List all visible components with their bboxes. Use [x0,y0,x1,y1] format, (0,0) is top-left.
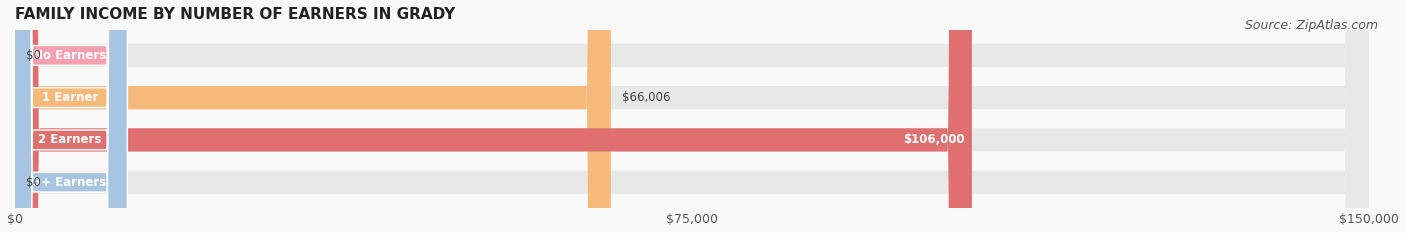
Text: $66,006: $66,006 [621,91,671,104]
Text: No Earners: No Earners [34,49,107,62]
FancyBboxPatch shape [15,0,610,233]
FancyBboxPatch shape [13,0,128,233]
FancyBboxPatch shape [15,0,972,233]
FancyBboxPatch shape [13,0,128,233]
Text: 2 Earners: 2 Earners [38,134,101,146]
FancyBboxPatch shape [15,0,1369,233]
FancyBboxPatch shape [13,0,128,233]
Text: 3+ Earners: 3+ Earners [34,176,107,189]
Text: FAMILY INCOME BY NUMBER OF EARNERS IN GRADY: FAMILY INCOME BY NUMBER OF EARNERS IN GR… [15,7,456,22]
Text: Source: ZipAtlas.com: Source: ZipAtlas.com [1244,19,1378,32]
FancyBboxPatch shape [15,0,1369,233]
Text: $0: $0 [25,49,41,62]
FancyBboxPatch shape [13,0,128,233]
Text: $106,000: $106,000 [904,134,965,146]
Text: 1 Earner: 1 Earner [42,91,98,104]
FancyBboxPatch shape [15,0,1369,233]
Text: $0: $0 [25,176,41,189]
FancyBboxPatch shape [15,0,1369,233]
